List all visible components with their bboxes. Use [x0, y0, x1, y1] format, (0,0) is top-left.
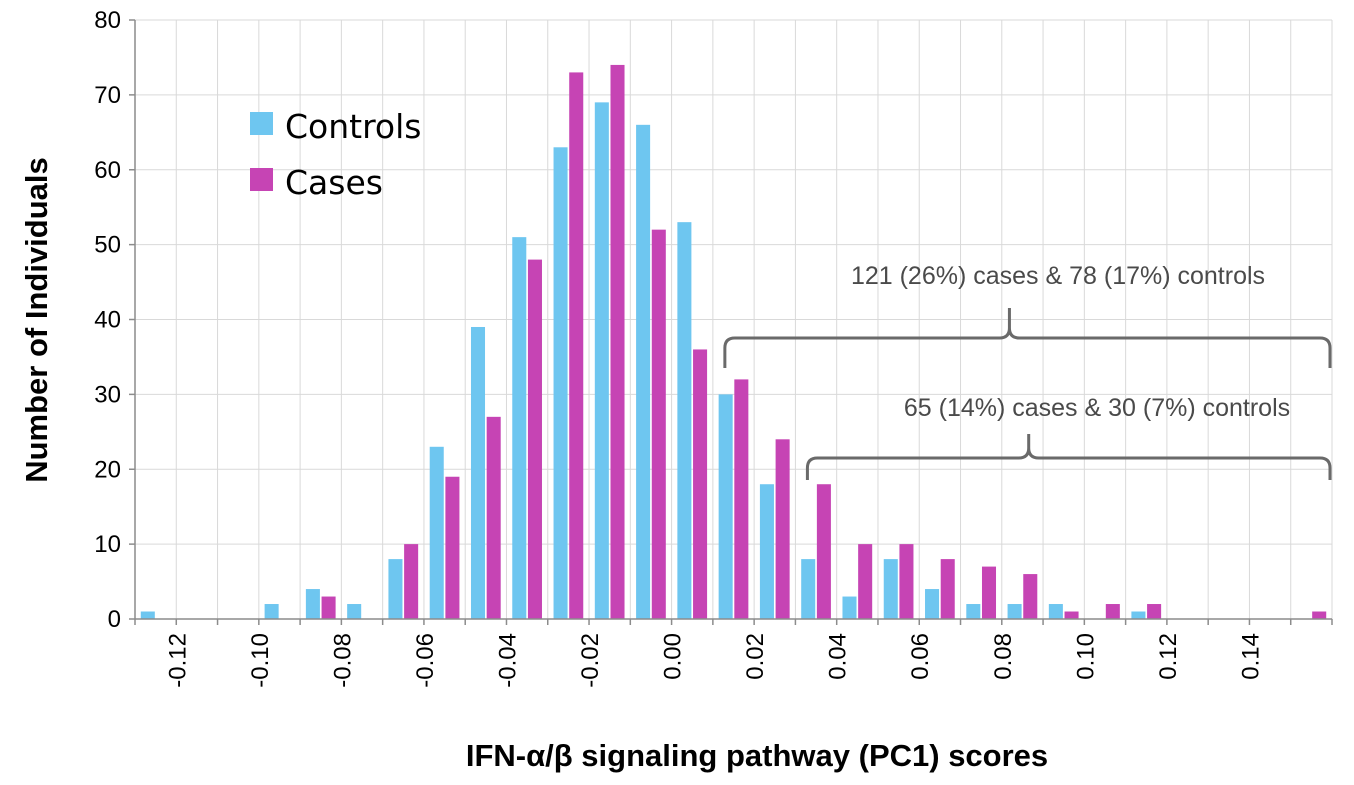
bar-controls [1048, 604, 1063, 619]
bar-controls [429, 446, 444, 619]
bar-cases [321, 596, 336, 619]
bar-controls [305, 589, 320, 619]
bar-cases [445, 476, 460, 619]
x-axis-title: IFN-α/β signaling pathway (PC1) scores [466, 738, 1048, 773]
bar-cases [404, 544, 419, 619]
axes [129, 19, 1333, 625]
legend-label-cases: Cases [285, 163, 383, 202]
x-tick-label: 0.06 [907, 633, 934, 680]
bar-cases [486, 416, 501, 619]
y-tick-label: 60 [94, 157, 121, 184]
bar-controls [883, 559, 898, 619]
legend-swatch-cases [250, 168, 273, 191]
bar-controls [677, 222, 692, 619]
bars [140, 64, 1327, 620]
bar-controls [1131, 611, 1146, 619]
y-tick-labels: 0 10 20 30 40 50 60 70 80 [94, 7, 121, 633]
x-tick-label: -0.10 [247, 633, 274, 688]
x-tick-label: 0.00 [660, 633, 687, 680]
bar-controls [512, 237, 527, 619]
x-tick-label: 0.08 [990, 633, 1017, 680]
bar-controls [718, 394, 733, 619]
bar-cases [1312, 611, 1327, 619]
bar-controls [140, 611, 155, 619]
bar-cases [1023, 574, 1038, 619]
gridlines [134, 19, 1333, 620]
bar-cases [1147, 604, 1162, 619]
bar-cases [816, 484, 831, 619]
y-axis-title: Number of Individuals [19, 157, 54, 483]
x-tick-label: 0.02 [742, 633, 769, 680]
x-tick-label: -0.06 [412, 633, 439, 688]
annotation-bracket-upper [723, 308, 1332, 368]
bar-cases [610, 64, 625, 620]
y-tick-label: 30 [94, 381, 121, 408]
bar-cases [940, 559, 955, 619]
bar-cases [1064, 611, 1079, 619]
x-tick-label: -0.08 [329, 633, 356, 688]
bar-controls [636, 124, 651, 619]
annotation-brackets [723, 308, 1332, 480]
y-tick-label: 20 [94, 456, 121, 483]
bar-controls [925, 589, 940, 619]
bar-cases [775, 439, 790, 619]
y-tick-label: 0 [108, 606, 121, 633]
bar-cases [899, 544, 914, 619]
x-tick-labels: -0.12 -0.10 -0.08 -0.06 -0.04 -0.02 0.00 0.02 0.… [164, 633, 1264, 688]
legend: Controls Cases [250, 107, 421, 202]
x-tick-label: 0.14 [1237, 633, 1264, 680]
bar-controls [553, 147, 568, 619]
bar-controls [347, 604, 362, 619]
bar-controls [388, 559, 403, 619]
bar-controls [801, 559, 816, 619]
legend-swatch-controls [250, 112, 273, 135]
annotation-text-lower: 65 (14%) cases & 30 (7%) controls [904, 394, 1290, 422]
bar-controls [594, 102, 609, 620]
annotation-text-upper: 121 (26%) cases & 78 (17%) controls [851, 262, 1265, 290]
y-tick-label: 10 [94, 531, 121, 558]
y-tick-label: 40 [94, 307, 121, 334]
bar-controls [759, 484, 774, 619]
bar-controls [264, 604, 279, 619]
bar-cases [569, 72, 584, 620]
bar-cases [734, 379, 749, 619]
bar-cases [527, 259, 542, 619]
legend-label-controls: Controls [285, 107, 421, 146]
x-tick-label: -0.04 [494, 633, 521, 688]
bar-cases [981, 566, 997, 619]
annotation-bracket-lower [805, 434, 1332, 480]
bar-controls [966, 604, 981, 619]
bar-cases [693, 349, 708, 619]
bar-controls [842, 596, 857, 619]
y-tick-label: 70 [94, 82, 121, 109]
x-tick-label: -0.02 [577, 633, 604, 688]
bar-controls [1007, 604, 1022, 619]
bar-cases [858, 544, 873, 619]
x-tick-label: 0.12 [1155, 633, 1182, 680]
y-tick-label: 50 [94, 232, 121, 259]
y-tick-label: 80 [94, 7, 121, 34]
x-tick-label: 0.04 [825, 633, 852, 680]
x-tick-label: -0.12 [164, 633, 191, 688]
bar-cases [651, 229, 666, 619]
bar-controls [470, 326, 486, 619]
bar-cases [1105, 604, 1120, 619]
x-tick-label: 0.10 [1072, 633, 1099, 680]
